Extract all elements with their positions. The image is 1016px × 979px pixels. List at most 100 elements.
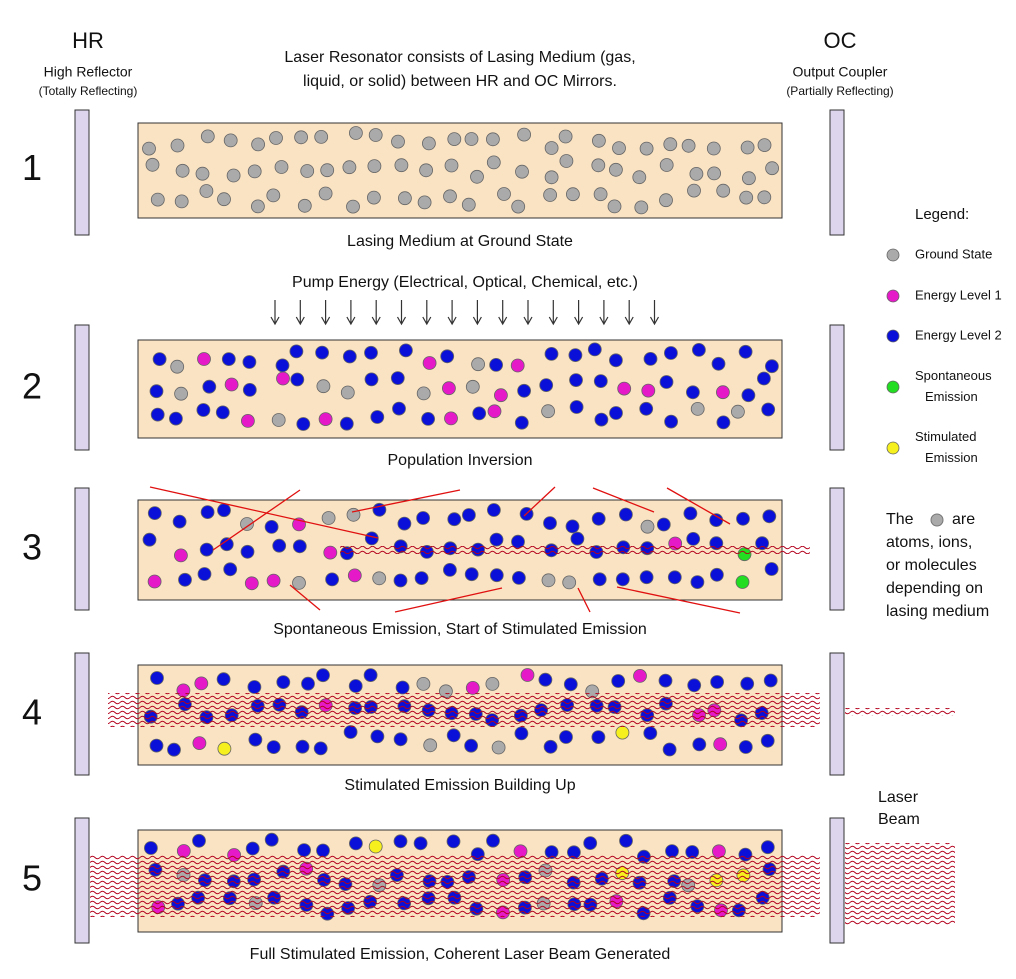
particle [143,142,156,155]
particle [486,133,499,146]
legend-label: Ground State [915,246,992,261]
particle [566,520,579,533]
legend-note: The [886,511,914,528]
particle [369,840,382,853]
particle [391,372,404,385]
particle [319,187,332,200]
particle [613,142,626,155]
particle [688,679,701,692]
hr-title: HR [72,28,104,53]
particle [224,134,237,147]
pump-arrow [600,300,608,324]
particle [619,508,632,521]
hr-mirror [75,488,89,610]
particle [398,192,411,205]
particle [691,576,704,589]
particle [321,164,334,177]
particle [691,402,704,415]
particle [663,743,676,756]
particle [298,199,311,212]
particle [466,380,479,393]
particle [560,731,573,744]
particle [343,350,356,363]
particle [218,742,231,755]
particle [731,405,744,418]
particle [291,373,304,386]
particle [422,412,435,425]
legend-marker [887,290,899,302]
particle [277,372,290,385]
particle [243,356,256,369]
particle [193,834,206,847]
particle [560,155,573,168]
particle [686,386,699,399]
laser-beam [845,708,955,716]
particle [765,563,778,576]
hr-mirror [75,653,89,775]
particle [245,577,258,590]
particle [367,191,380,204]
particle [762,403,775,416]
particle [148,575,161,588]
particle [296,740,309,753]
particle [203,380,216,393]
stage-number: 2 [22,366,42,407]
particle [151,193,164,206]
description: liquid, or solid) between HR and OC Mirr… [303,73,617,90]
particle [418,196,431,209]
particle [394,835,407,848]
particle [472,358,485,371]
particle [414,837,427,850]
particle [620,834,633,847]
particle [466,681,479,694]
oc-mirror [830,653,844,775]
particle [498,188,511,201]
particle [193,737,206,750]
pump-arrow [524,300,532,324]
particle [364,669,377,682]
particle [741,141,754,154]
particle [488,405,501,418]
pump-label: Pump Energy (Electrical, Optical, Chemic… [292,274,638,291]
particle [692,343,705,356]
particle [297,418,310,431]
particle [592,512,605,525]
particle [275,161,288,174]
particle [608,200,621,213]
oc-title: OC [824,28,857,53]
particle [487,156,500,169]
particle [399,344,412,357]
particle [267,189,280,202]
legend-label: Emission [925,450,978,465]
particle [657,518,670,531]
particle [518,384,531,397]
particle [739,741,752,754]
particle [640,402,653,415]
particle [171,139,184,152]
particle [324,546,337,559]
particle [544,517,557,530]
particle [317,380,330,393]
pump-arrow [448,300,456,324]
particle [711,676,724,689]
legend-label: Emission [925,389,978,404]
stage-caption: Stimulated Emission Building Up [344,777,575,794]
particle [369,129,382,142]
legend-note: depending on [886,580,983,597]
particle [487,504,500,517]
legend-label: Energy Level 2 [915,327,1002,342]
legend-title: Legend: [915,206,969,223]
particle [737,512,750,525]
particle [473,407,486,420]
particle [540,379,553,392]
particle [592,731,605,744]
particle [688,184,701,197]
particle [265,833,278,846]
particle [487,834,500,847]
particle [200,543,213,556]
particle [545,347,558,360]
particle [594,375,607,388]
particle [349,127,362,140]
particle [566,188,579,201]
laser-beam [108,693,820,727]
